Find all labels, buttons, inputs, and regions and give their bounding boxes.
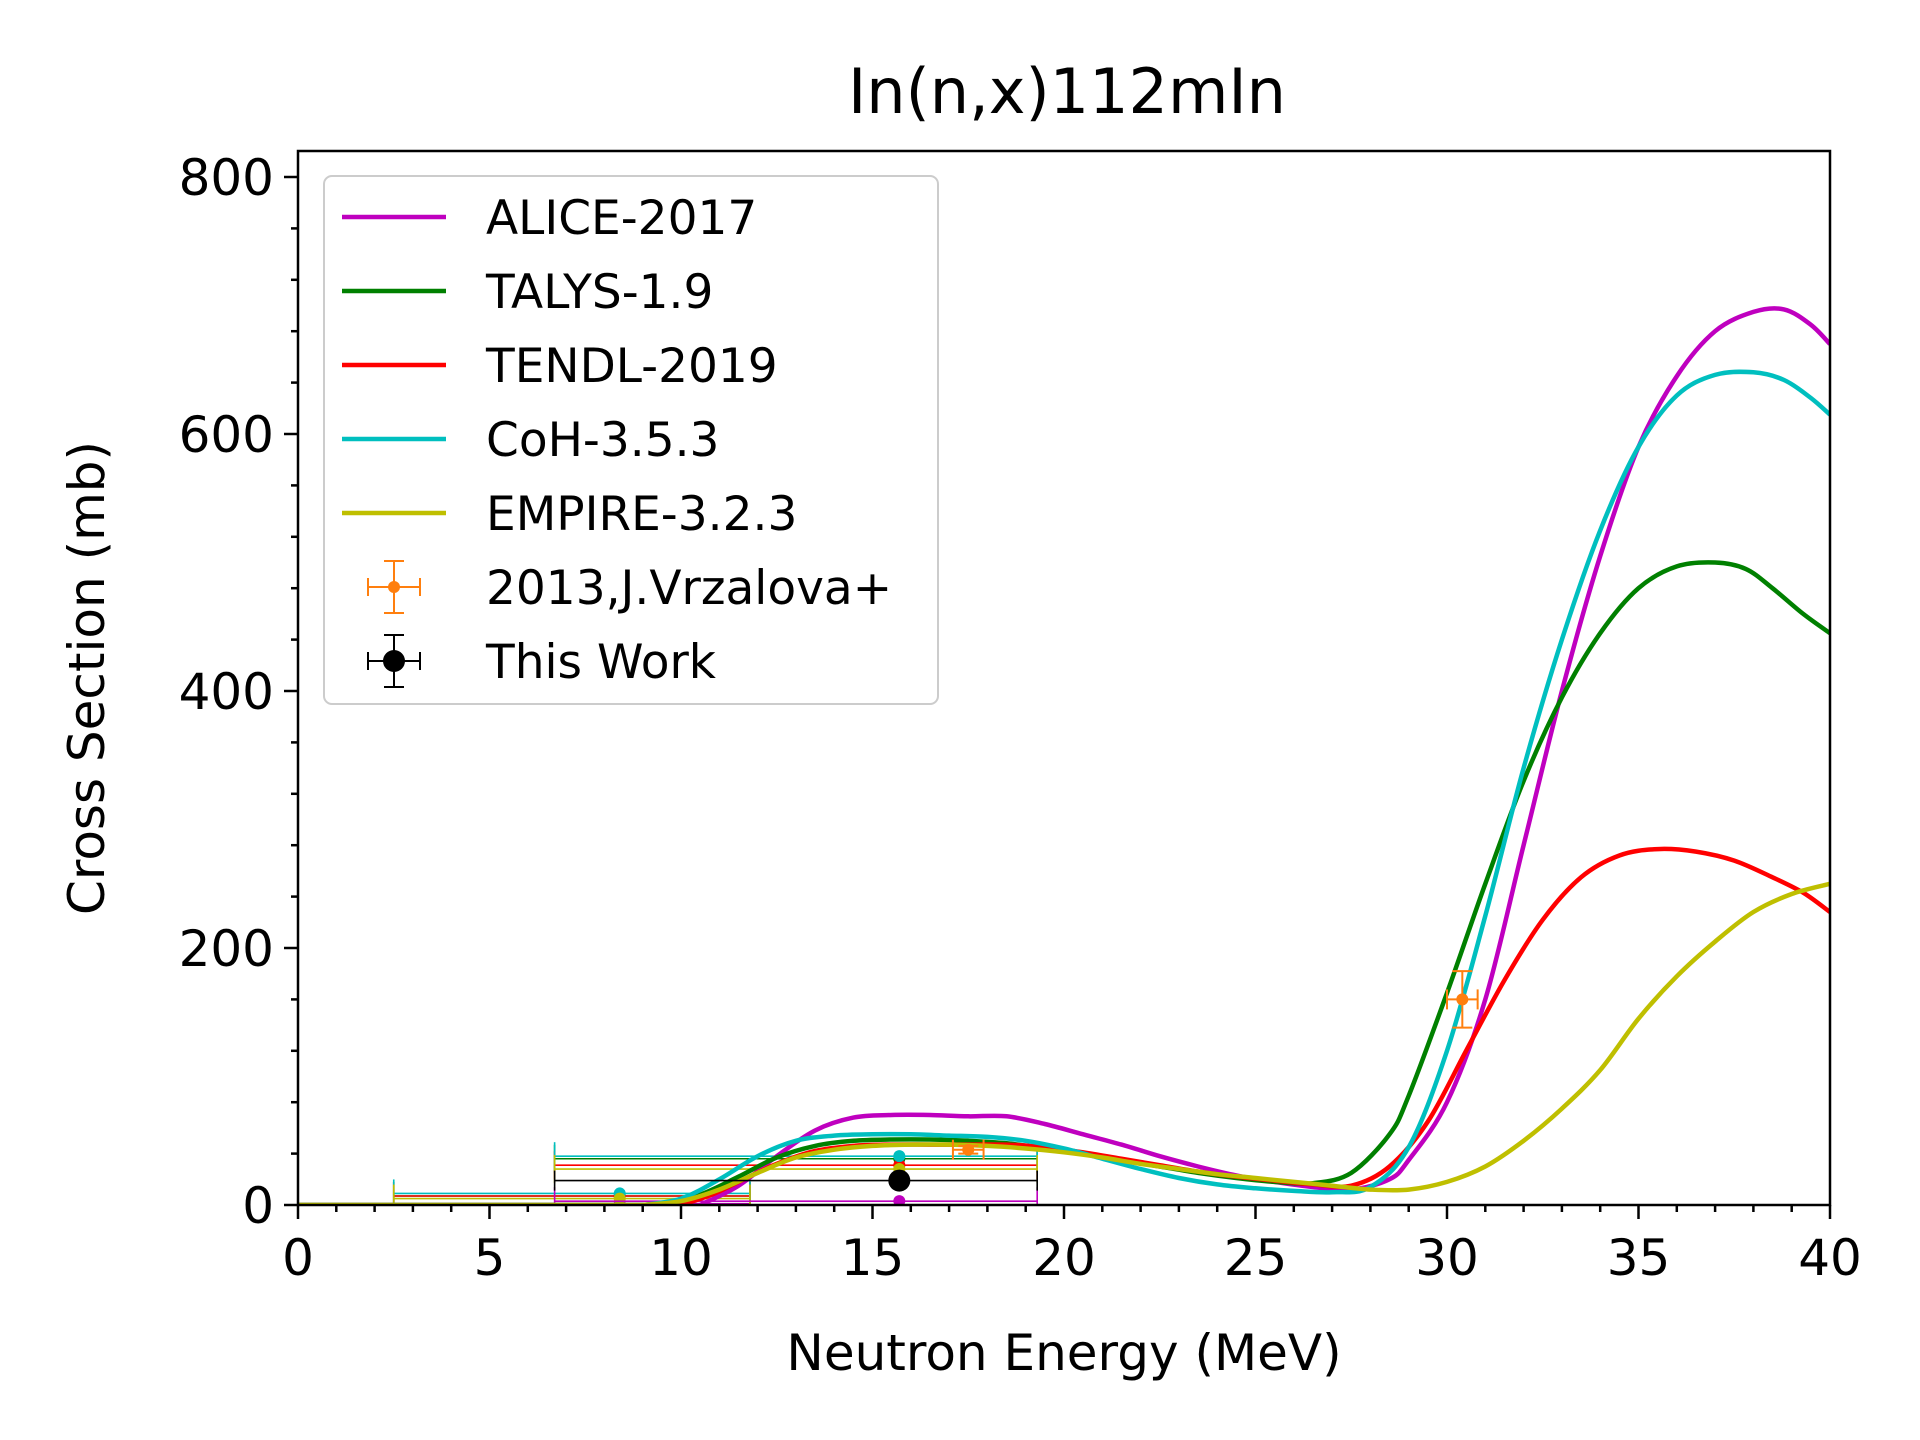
legend-label: CoH-3.5.3 bbox=[486, 413, 719, 468]
marker bbox=[888, 1169, 911, 1192]
y-tick-label: 800 bbox=[179, 149, 274, 207]
series-empire-3-2-3-line bbox=[642, 881, 1830, 1205]
averaged-marker bbox=[893, 1195, 906, 1205]
y-tick-label: 600 bbox=[179, 406, 274, 464]
legend-item-this-work: This Work bbox=[367, 634, 717, 690]
legend-box bbox=[323, 175, 939, 705]
x-axis: 0 5 10 15 20 25 30 35 40 bbox=[282, 1205, 1862, 1287]
legend-item-tendl-2019: TENDL-2019 bbox=[342, 339, 778, 394]
legend: ALICE-2017 TALYS-1.9 TENDL-2019 CoH-3.5.3 EM… bbox=[323, 175, 939, 705]
averaged-marker bbox=[893, 1150, 906, 1163]
x-tick-label: 30 bbox=[1415, 1229, 1479, 1287]
legend-item-talys-1-9: TALYS-1.9 bbox=[342, 265, 713, 320]
x-tick-label: 35 bbox=[1607, 1229, 1671, 1287]
x-tick-label: 10 bbox=[649, 1229, 713, 1287]
x-tick-label: 5 bbox=[474, 1229, 506, 1287]
series-this-work-point-0 bbox=[553, 1169, 1038, 1192]
averaged-point-alice-2017-1 bbox=[553, 1187, 1038, 1205]
plot-area bbox=[298, 306, 1830, 1205]
series-tendl-2019-line bbox=[680, 846, 1830, 1205]
x-tick-label: 0 bbox=[282, 1229, 314, 1287]
series-2013-j-vrzalova-point-1 bbox=[1446, 970, 1479, 1029]
series-2013-j-vrzalova-point-0 bbox=[951, 1139, 985, 1160]
legend-swatch-marker bbox=[383, 650, 405, 672]
legend-swatch-marker bbox=[388, 581, 400, 593]
legend-label: This Work bbox=[485, 635, 717, 690]
legend-item-coh-3-5-3: CoH-3.5.3 bbox=[342, 413, 719, 468]
legend-item-empire-3-2-3: EMPIRE-3.2.3 bbox=[342, 487, 797, 542]
x-tick-label: 25 bbox=[1224, 1229, 1288, 1287]
legend-label: EMPIRE-3.2.3 bbox=[486, 487, 797, 542]
x-tick-label: 20 bbox=[1032, 1229, 1096, 1287]
legend-label: 2013,J.Vrzalova+ bbox=[486, 561, 892, 616]
legend-label: TENDL-2019 bbox=[485, 339, 778, 394]
y-axis: 0 200 400 600 800 bbox=[179, 149, 298, 1235]
y-tick-label: 400 bbox=[179, 663, 274, 721]
legend-label: TALYS-1.9 bbox=[485, 265, 713, 320]
x-tick-label: 15 bbox=[841, 1229, 905, 1287]
legend-label: ALICE-2017 bbox=[486, 191, 757, 246]
chart-title: In(n,x)112mIn bbox=[848, 55, 1286, 128]
y-axis-label: Cross Section (mb) bbox=[58, 441, 116, 915]
marker bbox=[962, 1143, 975, 1156]
series-alice-2017-line bbox=[699, 306, 1830, 1205]
legend-item-alice-2017: ALICE-2017 bbox=[342, 191, 757, 246]
x-axis-label: Neutron Energy (MeV) bbox=[786, 1324, 1341, 1382]
series-coh-3-5-3-line bbox=[642, 369, 1830, 1205]
marker bbox=[1456, 993, 1469, 1006]
x-tick-label: 40 bbox=[1798, 1229, 1862, 1287]
y-tick-label: 0 bbox=[242, 1177, 274, 1235]
y-tick-label: 200 bbox=[179, 920, 274, 978]
legend-item-2013-j-vrzalova: 2013,J.Vrzalova+ bbox=[367, 560, 892, 616]
